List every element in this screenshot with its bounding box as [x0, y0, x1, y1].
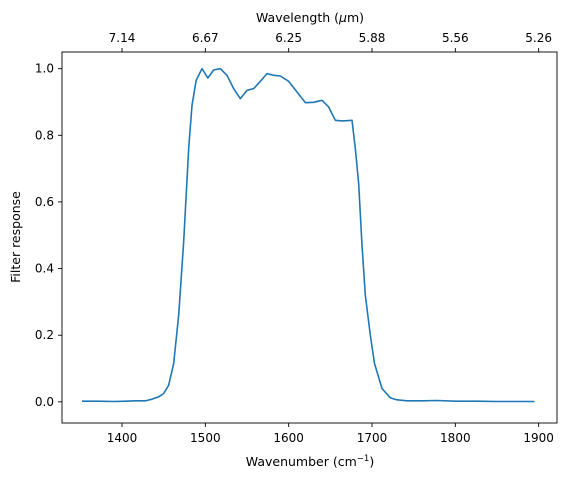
y-axis-label: Filter response — [8, 191, 23, 283]
x-tick-label: 1500 — [190, 431, 221, 445]
x-axis-label: Wavenumber (cm−1) — [246, 454, 374, 469]
top-x-tick-label: 6.67 — [192, 31, 219, 45]
top-x-tick-label: 5.56 — [442, 31, 469, 45]
top-x-axis-label: Wavelength (μm) — [256, 10, 364, 25]
y-tick-label: 1.0 — [35, 62, 54, 76]
y-tick-label: 0.2 — [35, 328, 54, 342]
axes-frame — [61, 51, 558, 424]
y-tick-label: 0.4 — [35, 262, 54, 276]
x-tick-label: 1800 — [440, 431, 471, 445]
top-x-axis: 7.14 6.67 6.25 5.88 5.56 5.26 — [109, 31, 552, 52]
y-tick-label: 0.8 — [35, 128, 54, 142]
series-line — [82, 67, 535, 403]
x-tick-label: 1400 — [107, 431, 138, 445]
bottom-x-axis: 1400 1500 1600 1700 1800 1900 — [107, 423, 554, 445]
x-tick-label: 1700 — [357, 431, 388, 445]
y-tick-label: 0.0 — [35, 395, 54, 409]
top-x-tick-label: 5.26 — [525, 31, 552, 45]
x-tick-label: 1600 — [273, 431, 304, 445]
top-x-tick-label: 5.88 — [359, 31, 386, 45]
top-x-tick-label: 7.14 — [109, 31, 136, 45]
y-tick-label: 0.6 — [35, 195, 54, 209]
y-axis: 0.0 0.2 0.4 0.6 0.8 1.0 — [35, 62, 62, 409]
top-x-tick-label: 6.25 — [275, 31, 302, 45]
x-tick-label: 1900 — [523, 431, 554, 445]
